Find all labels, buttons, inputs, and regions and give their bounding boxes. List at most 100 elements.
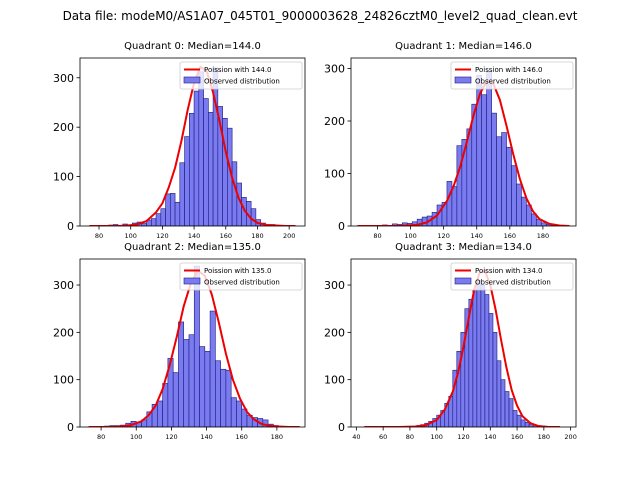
- histogram-bar: [222, 117, 228, 226]
- y-tick-label: 100: [53, 374, 74, 387]
- panel-title: Quadrant 0: Median=144.0: [124, 41, 261, 52]
- x-tick-label: 180: [538, 433, 550, 441]
- histogram-bar: [524, 421, 530, 427]
- histogram-bar: [481, 94, 487, 226]
- x-tick-label: 40: [352, 433, 360, 441]
- y-tick-label: 100: [324, 168, 345, 181]
- histogram-bar: [204, 350, 211, 427]
- x-tick-label: 80: [95, 232, 103, 240]
- legend-box: [450, 262, 574, 291]
- histogram-bar: [189, 113, 195, 226]
- x-tick-label: 120: [165, 433, 177, 441]
- histogram-bars: [357, 70, 567, 226]
- histogram-bar: [203, 98, 209, 226]
- x-tick-label: 160: [511, 433, 523, 441]
- legend-label-poisson: Poission with 144.0: [204, 66, 272, 74]
- histogram-bar: [476, 279, 482, 427]
- histogram-bar: [508, 398, 514, 427]
- chart-panel-3: Quadrant 3: Median=134.0 40 60 80 100 120 140 1…: [324, 242, 577, 441]
- histogram-bar: [236, 400, 243, 427]
- legend-label-observed: Observed distribution: [204, 279, 280, 287]
- legend-label-poisson: Poission with 134.0: [475, 267, 543, 275]
- histogram-bar: [511, 165, 517, 226]
- legend-box: [450, 61, 574, 90]
- histogram-bar: [521, 196, 527, 226]
- histogram-bar: [472, 289, 478, 427]
- x-tick-label: 200: [564, 433, 576, 441]
- x-tick-label: 140: [484, 433, 496, 441]
- legend-box: [179, 61, 303, 90]
- histogram-bar: [250, 208, 257, 226]
- histogram-bar: [172, 372, 179, 427]
- legend-label-observed: Observed distribution: [475, 279, 551, 287]
- histogram-bar: [480, 284, 486, 427]
- histogram-bar: [496, 136, 502, 226]
- legend-bar-swatch: [183, 76, 201, 84]
- chart-panel-2: Quadrant 2: Median=135.0 80 100 120 140 160 18…: [53, 242, 306, 441]
- legend: Poission with 146.0 Observed distribution: [450, 61, 574, 90]
- histogram-bar: [466, 128, 473, 226]
- histogram-bar: [151, 218, 157, 226]
- histogram-bar: [446, 181, 453, 226]
- legend-label-poisson: Poission with 146.0: [475, 66, 543, 74]
- histogram-bar: [491, 112, 497, 226]
- y-tick-label: 0: [338, 220, 345, 233]
- x-tick-label: 180: [251, 232, 263, 240]
- figure-title: Data file: modeM0/AS1A07_045T01_90000036…: [63, 9, 578, 23]
- histogram-bar: [540, 222, 547, 226]
- histogram-bar: [488, 313, 494, 427]
- histogram-bar: [512, 410, 518, 427]
- histogram-bar: [174, 201, 181, 226]
- histogram-bar: [160, 208, 166, 226]
- histogram-bar: [209, 310, 216, 427]
- x-tick-label: 140: [200, 433, 212, 441]
- legend-bar-swatch: [454, 277, 472, 285]
- histogram-bar: [501, 132, 507, 226]
- histogram-bar: [451, 186, 458, 226]
- legend: Poission with 134.0 Observed distribution: [450, 262, 574, 291]
- axes-frame: [350, 57, 577, 227]
- x-tick-label: 140: [471, 232, 483, 240]
- x-tick-label: 180: [271, 433, 283, 441]
- x-tick-label: 200: [283, 232, 295, 240]
- y-tick-label: 300: [53, 279, 74, 292]
- x-tick-label: 180: [537, 232, 549, 240]
- y-tick-label: 0: [67, 220, 74, 233]
- x-tick-label: 160: [236, 433, 248, 441]
- legend-label-poisson: Poission with 135.0: [204, 267, 272, 275]
- x-tick-label: 80: [97, 433, 105, 441]
- histogram-bar: [155, 213, 162, 226]
- x-tick-label: 160: [220, 232, 232, 240]
- y-tick-label: 200: [324, 115, 345, 128]
- legend-bar-swatch: [183, 277, 201, 285]
- histogram-bar: [188, 334, 195, 427]
- histogram-bar: [506, 146, 512, 226]
- panel-title: Quadrant 3: Median=134.0: [395, 242, 532, 253]
- y-tick-label: 300: [53, 72, 74, 85]
- histogram-bar: [178, 321, 185, 427]
- y-tick-label: 200: [53, 326, 74, 339]
- histogram-bar: [215, 360, 221, 427]
- histogram-bar: [225, 369, 232, 427]
- histogram-bar: [198, 71, 204, 226]
- legend-label-observed: Observed distribution: [204, 78, 280, 86]
- x-tick-label: 160: [504, 232, 516, 240]
- y-tick-label: 200: [324, 326, 345, 339]
- histogram-bar: [208, 112, 214, 226]
- legend-label-observed: Observed distribution: [475, 78, 551, 86]
- histogram-bar: [496, 360, 502, 427]
- axes-frame: [79, 57, 306, 227]
- x-tick-label: 140: [188, 232, 200, 240]
- histogram-bar: [157, 400, 163, 427]
- chart-panel-0: Quadrant 0: Median=144.0 80 100 120 140 160 18…: [53, 41, 306, 240]
- histogram-bar: [504, 391, 510, 427]
- legend: Poission with 135.0 Observed distribution: [179, 262, 303, 291]
- y-tick-label: 300: [324, 63, 345, 76]
- x-tick-label: 120: [156, 232, 168, 240]
- histogram-bar: [183, 339, 190, 427]
- y-tick-label: 100: [53, 171, 74, 184]
- legend-box: [179, 262, 303, 291]
- histogram-bar: [165, 193, 171, 226]
- histogram-bar: [516, 183, 522, 226]
